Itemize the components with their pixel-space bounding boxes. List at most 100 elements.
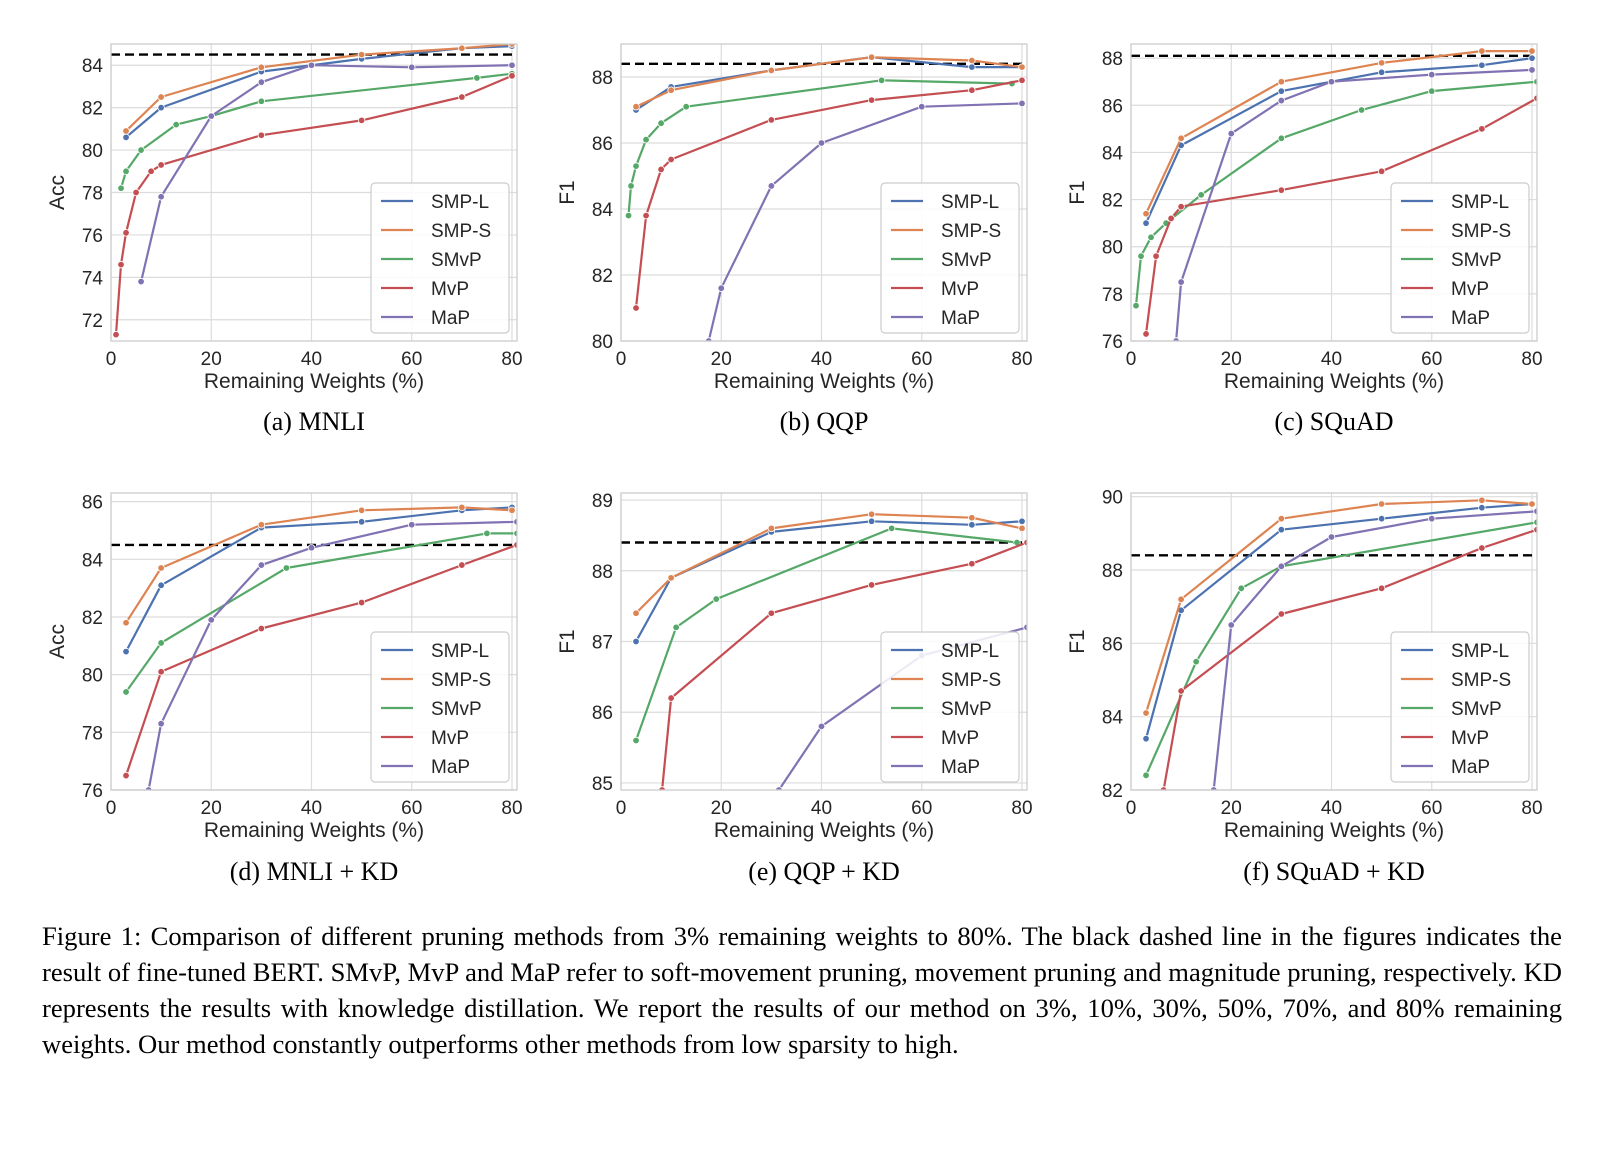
x-tick-label: 80 <box>1011 349 1032 370</box>
data-point <box>357 518 366 526</box>
x-tick-label: 80 <box>501 349 522 370</box>
data-point <box>1137 252 1145 260</box>
legend-label: SMP-S <box>941 670 1001 691</box>
legend-label: MvP <box>1451 279 1489 300</box>
series-line-MvP <box>1144 97 1537 335</box>
data-point <box>207 112 215 120</box>
y-tick-label: 76 <box>1102 332 1123 353</box>
data-point <box>257 78 266 86</box>
data-point <box>508 61 516 69</box>
y-tick-label: 86 <box>1102 96 1123 117</box>
data-point <box>122 127 130 135</box>
chart-panel-5: 0 20 40 60 80 85 86 87 88 89 Remaining Weights (%)… <box>556 491 1033 886</box>
y-tick-label: 86 <box>1102 634 1123 655</box>
data-point <box>458 93 466 101</box>
figure: 0 20 40 60 80 72 74 76 78 80 82 84 Remaining Weights… <box>46 43 1543 886</box>
data-point <box>1142 330 1150 338</box>
legend-label: MvP <box>431 279 469 300</box>
subfigure-caption: (b) QQP <box>780 407 869 436</box>
data-point <box>122 647 130 656</box>
data-point <box>147 167 155 175</box>
y-tick-label: 85 <box>592 774 613 795</box>
data-point <box>122 167 130 175</box>
y-tick-label: 88 <box>1102 49 1123 70</box>
y-tick-label: 82 <box>82 99 103 120</box>
data-point <box>968 63 976 71</box>
data-point <box>157 93 165 101</box>
x-tick-label: 0 <box>1126 349 1137 370</box>
y-tick-label: 82 <box>592 266 613 287</box>
data-point <box>408 521 416 529</box>
data-point <box>1147 233 1155 241</box>
data-point <box>122 229 130 237</box>
legend-label: SMP-L <box>431 192 489 213</box>
y-tick-label: 80 <box>82 141 103 162</box>
data-point <box>357 598 366 607</box>
x-axis-label: Remaining Weights (%) <box>714 370 934 393</box>
data-point <box>775 786 783 790</box>
y-tick-label: 80 <box>1102 238 1123 259</box>
y-tick-label: 82 <box>82 608 103 629</box>
legend-label: MaP <box>941 308 980 329</box>
data-point <box>1018 517 1026 525</box>
series-line-SMP-S <box>125 44 513 132</box>
data-point <box>867 53 876 61</box>
y-tick-label: 89 <box>592 491 613 512</box>
y-axis-label: F1 <box>556 629 579 654</box>
x-tick-label: 40 <box>1321 798 1342 819</box>
data-point <box>667 155 675 164</box>
figure-caption: Figure 1: Comparison of different prunin… <box>42 921 1562 1059</box>
data-point <box>513 529 517 538</box>
data-point <box>1478 503 1486 512</box>
data-point <box>657 119 665 127</box>
y-tick-label: 84 <box>1102 143 1124 164</box>
y-tick-label: 78 <box>82 184 103 205</box>
data-point <box>1018 63 1026 71</box>
data-point <box>1177 687 1185 695</box>
data-point <box>458 503 466 512</box>
plot-area <box>624 53 1026 341</box>
data-point <box>117 260 125 269</box>
legend-label: MvP <box>941 728 979 749</box>
legend: SMP-L SMP-S SMvP MvP MaP <box>880 182 1020 334</box>
data-point <box>1327 533 1336 541</box>
legend-box <box>1390 631 1530 783</box>
data-point <box>1478 544 1486 552</box>
data-point <box>122 619 130 627</box>
subfigure-caption: (c) SQuAD <box>1274 407 1393 436</box>
legend-label: SMP-L <box>431 641 489 662</box>
chart-panel-3: 0 20 40 60 80 76 78 80 82 84 86 88 Remaining Weights… <box>1066 43 1543 436</box>
plot-area <box>632 510 1027 790</box>
y-tick-label: 76 <box>82 781 103 802</box>
data-point <box>632 162 640 170</box>
data-point <box>867 510 876 518</box>
data-point <box>1159 786 1168 790</box>
x-tick-label: 60 <box>401 798 422 819</box>
legend-label: SMP-L <box>941 192 999 213</box>
x-tick-label: 20 <box>711 798 732 819</box>
data-point <box>867 581 876 589</box>
data-point <box>1377 59 1386 67</box>
data-point <box>1377 167 1386 175</box>
data-point <box>1142 771 1150 780</box>
x-tick-label: 60 <box>911 798 932 819</box>
data-point <box>877 76 886 84</box>
data-point <box>1172 337 1180 341</box>
plot-area <box>122 503 517 790</box>
chart-panel-6: 0 20 40 60 80 82 84 86 88 90 Remaining Weights (%)… <box>1066 488 1543 886</box>
x-tick-label: 20 <box>711 349 732 370</box>
data-point <box>207 616 215 624</box>
legend: SMP-L SMP-S SMvP MvP MaP <box>1390 631 1530 783</box>
data-point <box>672 623 680 632</box>
data-point <box>817 139 826 147</box>
y-axis-label: Acc <box>46 175 69 210</box>
data-point <box>767 116 776 124</box>
data-point <box>1277 134 1286 142</box>
series-line-SMP-L <box>635 520 1023 643</box>
legend-label: MaP <box>1451 757 1490 778</box>
x-tick-label: 80 <box>1521 349 1542 370</box>
series-line-SMP-L <box>125 506 513 653</box>
data-point <box>282 564 291 572</box>
legend-label: SMvP <box>1451 250 1502 271</box>
legend-label: MaP <box>941 757 980 778</box>
